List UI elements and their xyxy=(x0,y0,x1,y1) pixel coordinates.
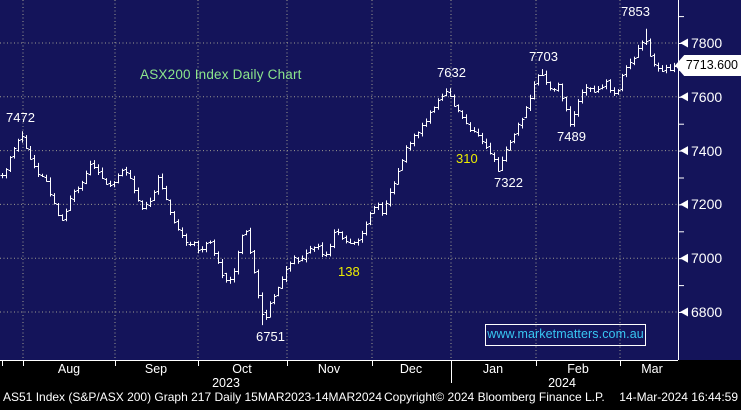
y-axis-arrow-icon xyxy=(680,307,688,317)
watermark-link[interactable]: www.marketmatters.com.au xyxy=(485,324,646,346)
y-axis-arrow-icon xyxy=(680,38,688,48)
y-axis-arrow-icon xyxy=(680,92,688,102)
axis-strip-background xyxy=(0,360,741,410)
y-axis-arrow-icon xyxy=(680,199,688,209)
ohlc-bars xyxy=(0,28,677,326)
y-axis-arrow-icon xyxy=(680,146,688,156)
y-axis-arrow-icon xyxy=(680,253,688,263)
plot-background xyxy=(0,0,741,360)
watermark-link-text[interactable]: www.marketmatters.com.au xyxy=(487,327,644,341)
